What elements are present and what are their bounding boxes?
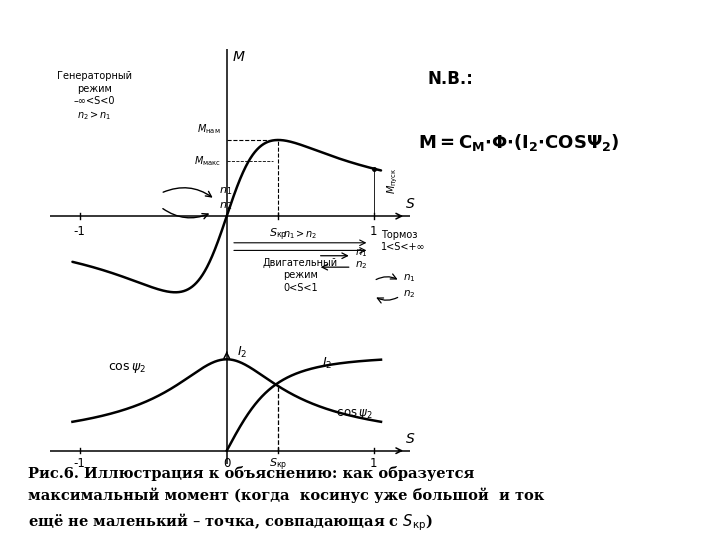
Text: $M_{\rm пуск}$: $M_{\rm пуск}$ — [385, 168, 400, 194]
Text: $\mathbf{M = C_M{\bullet}\Phi{\bullet}(I_2{\bullet}COS\Psi_2)}$: $\mathbf{M = C_M{\bullet}\Phi{\bullet}(I… — [418, 132, 620, 153]
Text: $n_2$: $n_2$ — [403, 288, 415, 300]
Text: M: M — [233, 50, 245, 64]
Text: $n_2$: $n_2$ — [220, 200, 233, 212]
Text: $n_2$: $n_2$ — [354, 259, 367, 271]
Text: $M_{\rm нам}$: $M_{\rm нам}$ — [197, 123, 221, 136]
Text: $I_2$: $I_2$ — [323, 356, 333, 372]
Text: Генераторный
режим
–∞<S<0
$n_2>n_1$: Генераторный режим –∞<S<0 $n_2>n_1$ — [57, 71, 132, 122]
Text: $n_1$: $n_1$ — [403, 273, 415, 285]
Text: $n_1$: $n_1$ — [354, 247, 367, 259]
Text: Двигательный
режим
0<S<1: Двигательный режим 0<S<1 — [263, 258, 338, 293]
Text: N.B.:: N.B.: — [428, 70, 473, 88]
Text: $n_1$: $n_1$ — [220, 185, 233, 197]
Text: 0: 0 — [223, 457, 230, 470]
Text: -1: -1 — [74, 225, 86, 238]
Text: Тормоз
1<S<+∞: Тормоз 1<S<+∞ — [381, 230, 426, 252]
Text: $M_{\rm макс}$: $M_{\rm макс}$ — [194, 154, 221, 168]
Text: S: S — [406, 197, 415, 211]
Text: $S_{\rm кр}$: $S_{\rm кр}$ — [269, 227, 287, 243]
Text: 1: 1 — [370, 225, 377, 238]
Text: 1: 1 — [370, 457, 377, 470]
Text: $n_1>n_2$: $n_1>n_2$ — [283, 228, 318, 240]
Text: $\cdot\cos\psi_2$: $\cdot\cos\psi_2$ — [333, 407, 372, 421]
Text: $S_{\rm кр}$: $S_{\rm кр}$ — [269, 457, 287, 474]
Text: $I_2$: $I_2$ — [237, 345, 247, 360]
Text: S: S — [406, 432, 415, 446]
Text: Рис.6. Иллюстрация к объяснению: как образуется
максимальный момент (когда  коси: Рис.6. Иллюстрация к объяснению: как обр… — [28, 466, 545, 533]
Text: $\cos\psi_2$: $\cos\psi_2$ — [108, 361, 145, 375]
Text: -1: -1 — [74, 457, 86, 470]
